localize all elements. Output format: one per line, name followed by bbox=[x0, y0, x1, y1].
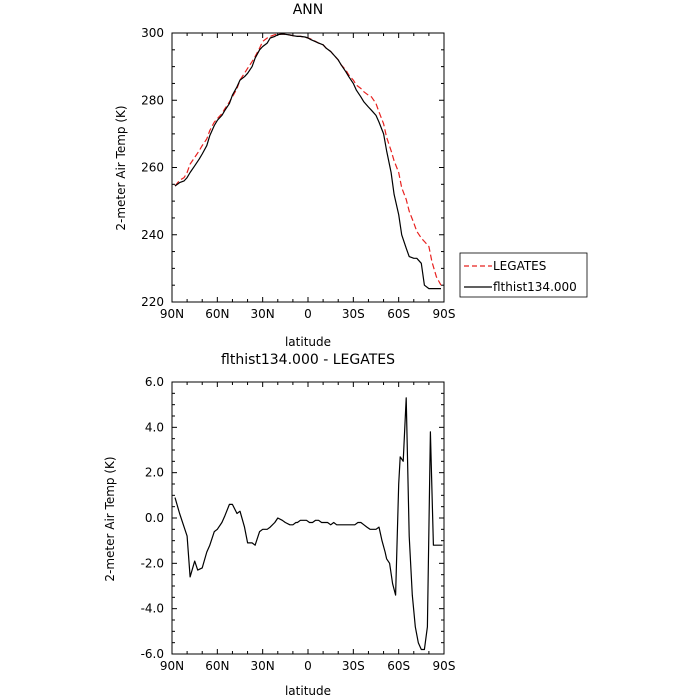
bottom-panel: flthist134.000 - LEGATES 90N 60N 30N 0 30S 60… bbox=[103, 352, 455, 698]
bottom-y-tick-label: -4.0 bbox=[141, 602, 164, 616]
top-series-line-1 bbox=[174, 33, 441, 290]
top-x-tick-label: 90N bbox=[160, 307, 184, 321]
bottom-panel-series bbox=[174, 397, 443, 651]
bottom-panel-frame bbox=[171, 381, 445, 655]
top-panel-x-axis-label: latitude bbox=[285, 335, 331, 349]
top-x-tick-label: 30N bbox=[251, 307, 275, 321]
bottom-x-tick-label: 30N bbox=[251, 659, 275, 673]
top-panel-y-axis-label: 2-meter Air Temp (K) bbox=[114, 105, 128, 230]
top-panel: ANN 90N 60N 30N 0 30S 60S 90S 220 240 260 280 300 l… bbox=[114, 2, 588, 349]
bottom-series-line-0 bbox=[174, 397, 443, 651]
bottom-panel-y-axis-label: 2-meter Air Temp (K) bbox=[103, 456, 117, 581]
bottom-x-tick-label: 60S bbox=[387, 659, 410, 673]
top-series-line-0 bbox=[174, 33, 442, 286]
bottom-panel-axes-ticks: 90N 60N 30N 0 30S 60S 90S -6.0 -4.0 -2.0 0.0 2.0 4.0… bbox=[141, 375, 456, 673]
top-x-tick-label: 60S bbox=[387, 307, 410, 321]
top-y-tick-label: 280 bbox=[141, 93, 164, 107]
bottom-panel-title: flthist134.000 - LEGATES bbox=[221, 352, 395, 368]
top-panel-axes-ticks: 90N 60N 30N 0 30S 60S 90S 220 240 260 280 300 bbox=[141, 26, 455, 321]
top-y-tick-label: 220 bbox=[141, 295, 164, 309]
top-x-tick-label: 60N bbox=[205, 307, 229, 321]
bottom-x-tick-label: 60N bbox=[205, 659, 229, 673]
bottom-y-tick-label: -2.0 bbox=[141, 556, 164, 570]
top-y-tick-label: 300 bbox=[141, 26, 164, 40]
bottom-x-tick-label: 30S bbox=[342, 659, 365, 673]
bottom-x-tick-label: 0 bbox=[304, 659, 312, 673]
legend: LEGATES flthist134.000 bbox=[459, 252, 588, 298]
bottom-y-tick-label: 2.0 bbox=[145, 466, 164, 480]
bottom-x-tick-label: 90S bbox=[433, 659, 456, 673]
top-panel-series bbox=[174, 33, 442, 290]
bottom-panel-x-axis-label: latitude bbox=[285, 684, 331, 698]
bottom-x-tick-label: 90N bbox=[160, 659, 184, 673]
top-panel-title: ANN bbox=[293, 2, 324, 18]
bottom-y-tick-label: 0.0 bbox=[145, 511, 164, 525]
top-panel-frame bbox=[171, 32, 445, 303]
bottom-y-tick-label: 6.0 bbox=[145, 375, 164, 389]
top-x-tick-label: 30S bbox=[342, 307, 365, 321]
bottom-y-tick-label: 4.0 bbox=[145, 420, 164, 434]
top-x-tick-label: 90S bbox=[433, 307, 456, 321]
legend-label-legates: LEGATES bbox=[493, 259, 546, 273]
legend-label-flthist: flthist134.000 bbox=[493, 280, 577, 294]
top-y-tick-label: 260 bbox=[141, 161, 164, 175]
top-y-tick-label: 240 bbox=[141, 228, 164, 242]
bottom-y-tick-label: -6.0 bbox=[141, 647, 164, 661]
top-x-tick-label: 0 bbox=[304, 307, 312, 321]
legend-box bbox=[459, 252, 588, 298]
